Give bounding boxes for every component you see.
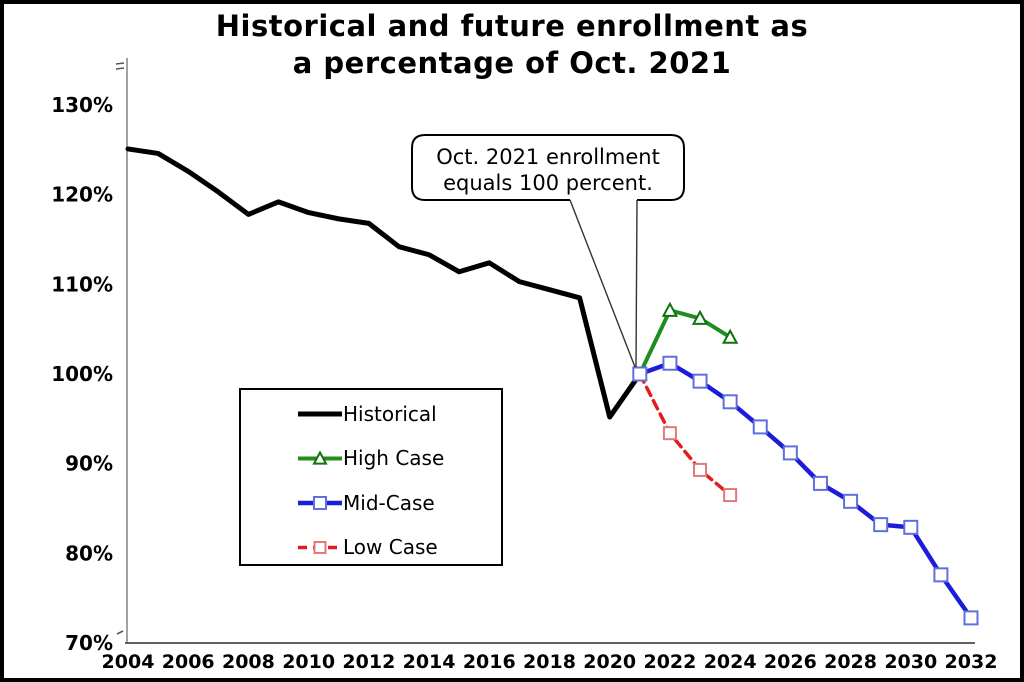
series-line-mid-case	[637, 360, 974, 621]
series-line-historical	[125, 146, 643, 420]
y-axis-top-tick	[115, 62, 125, 65]
x-tick-label: 2014	[403, 651, 456, 673]
x-tick-label: 2028	[824, 651, 877, 673]
chart-title: Historical and future enrollment as a pe…	[4, 8, 1020, 82]
y-tick-label: 130%	[51, 93, 113, 117]
x-tick-label: 2004	[102, 651, 155, 673]
y-tick-label: 90%	[65, 452, 113, 476]
marker-square	[313, 541, 327, 554]
y-tick-label: 110%	[51, 272, 113, 296]
y-tick-label: 70%	[65, 631, 113, 655]
callout-text-line1: Oct. 2021 enrollment	[436, 145, 660, 169]
marker-square	[662, 355, 678, 371]
marker-triangle	[661, 301, 679, 317]
x-tick-label: 2024	[704, 651, 757, 673]
legend-box	[239, 388, 503, 566]
legend: Historical High Case Mid-Case Low Case	[239, 388, 503, 566]
y-tick-label: 80%	[65, 541, 113, 565]
legend-label-low-case: Low Case	[343, 535, 438, 559]
marker-square	[752, 419, 768, 435]
marker-square	[692, 373, 708, 389]
legend-samples	[298, 411, 342, 554]
series-line-low-case	[638, 372, 732, 497]
marker-square	[843, 493, 859, 509]
marker-square	[812, 475, 828, 491]
callout-tail-left	[569, 199, 636, 368]
x-tick-label: 2018	[523, 651, 576, 673]
marker-square	[933, 567, 949, 583]
y-tick-label: 100%	[51, 362, 113, 386]
chart-svg: 130% 120% 110% 100% 90% 80% 70%2004 2006 2008 201…	[51, 58, 997, 673]
marker-square	[722, 394, 738, 410]
x-tick-label: 2010	[282, 651, 335, 673]
marker-square	[723, 488, 738, 503]
marker-square	[662, 426, 677, 441]
callout: Oct. 2021 enrollment equals 100 percent.	[411, 134, 685, 368]
chart-title-line2: a percentage of Oct. 2021	[292, 46, 732, 80]
plot-layer: 130% 120% 110% 100% 90% 80% 70%2004 2006 2008 201…	[51, 58, 997, 673]
x-tick-label: 2008	[222, 651, 275, 673]
callout-text-line2: equals 100 percent.	[443, 171, 653, 195]
x-tick-label: 2022	[643, 651, 696, 673]
marker-square	[313, 496, 327, 510]
x-tick-label: 2016	[463, 651, 516, 673]
marker-square	[693, 462, 708, 477]
y-axis-top-tick2	[115, 67, 125, 70]
legend-label-high-case: High Case	[343, 446, 444, 470]
series-line-high-case	[637, 308, 733, 376]
marker-triangle	[691, 309, 709, 325]
x-tick-label: 2006	[162, 651, 215, 673]
x-tick-label: 2030	[884, 651, 937, 673]
marker-square	[873, 517, 889, 533]
marker-square	[632, 366, 648, 382]
chart-title-line1: Historical and future enrollment as	[215, 9, 809, 43]
legend-label-mid-case: Mid-Case	[343, 491, 435, 515]
y-tick-label: 120%	[51, 183, 113, 207]
y-axis-bottom-tick	[116, 630, 124, 635]
x-tick-label: 2012	[342, 651, 395, 673]
x-tick-label: 2026	[764, 651, 817, 673]
x-tick-label: 2032	[945, 651, 998, 673]
x-tick-label: 2020	[583, 651, 636, 673]
marker-square	[963, 610, 979, 626]
marker-square	[903, 519, 919, 535]
marker-triangle	[721, 328, 739, 344]
callout-bubble	[411, 134, 685, 201]
callout-tail-right	[635, 199, 638, 368]
marker-triangle	[312, 450, 328, 465]
marker-square	[782, 445, 798, 461]
legend-label-historical: Historical	[343, 402, 437, 426]
